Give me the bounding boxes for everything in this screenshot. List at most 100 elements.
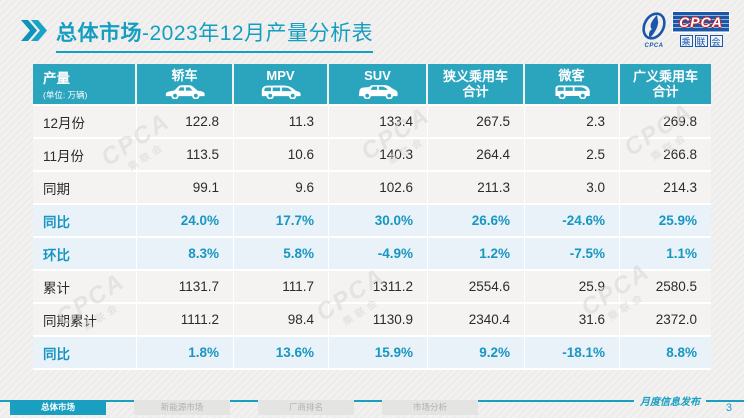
corner-title: 产量 [43,70,70,86]
tab-oem-ranking[interactable]: 厂商排名 [258,400,354,415]
table-cell: 267.5 [428,106,525,139]
cpca-logo-right: CPCA 乘 联 会 [672,11,730,47]
table-cell: 9.6 [234,172,329,205]
table-cell: 2.3 [525,106,620,139]
table-cell: -7.5% [525,238,620,271]
table-cell: -18.1% [525,337,620,370]
table-cell: 2372.0 [620,304,711,337]
table-cell: 2340.4 [428,304,525,337]
table-cell: 1.1% [620,238,711,271]
table-cell: 122.8 [137,106,234,139]
corner-unit: (单位: 万辆) [43,89,88,100]
table-row: 同比 1.8% 13.6% 15.9% 9.2% -18.1% 8.8% [33,337,711,370]
table-cell: 25.9% [620,205,711,238]
row-label: 累计 [33,271,137,304]
table-cell: 1311.2 [329,271,428,304]
footer-divider-right [706,399,744,402]
table-cell: 30.0% [329,205,428,238]
table-cell: -24.6% [525,205,620,238]
row-label: 同比 [33,205,137,238]
tab-nev-market[interactable]: 新能源市场 [134,400,230,415]
table-cell: 264.4 [428,139,525,172]
table-cell: 9.2% [428,337,525,370]
table-cell: 211.3 [428,172,525,205]
table-row: 累计 1131.7 111.7 1311.2 2554.6 25.9 2580.… [33,271,711,304]
table-cell: 31.6 [525,304,620,337]
table-cell: 113.5 [137,139,234,172]
row-label: 12月份 [33,106,137,139]
table-row: 同期累计 1111.2 98.4 1130.9 2340.4 31.6 2372… [33,304,711,337]
cpca-logo-box: CPCA [672,11,730,33]
page-title: 总体市场-2023年12月产量分析表 [56,17,374,53]
table-cell: 2.5 [525,139,620,172]
table-cell: 10.6 [234,139,329,172]
cpca-sub-char: 乘 [679,35,693,47]
table-cell: 269.8 [620,106,711,139]
corner-header: 产量 (单位: 万辆) [33,64,137,106]
row-label: 同比 [33,337,137,370]
cpca-sub-char: 联 [694,35,708,47]
table-cell: 2554.6 [428,271,525,304]
table-cell: 140.3 [329,139,428,172]
table-cell: 111.7 [234,271,329,304]
cpca-logo: CPCA CPCA 乘 联 会 [639,11,735,55]
table-cell: 1111.2 [137,304,234,337]
row-label: 同期累计 [33,304,137,337]
cpca-emblem-text: CPCA [644,43,664,49]
cpca-logo-subtitle: 乘 联 会 [672,35,730,47]
table-cell: 5.8% [234,238,329,271]
table-row: 11月份 113.5 10.6 140.3 264.4 2.5 266.8 [33,139,711,172]
table-cell: -4.9% [329,238,428,271]
table-row: 同期 99.1 9.6 102.6 211.3 3.0 214.3 [33,172,711,205]
table-header-row: 产量 (单位: 万辆) 轿车 MPV [33,64,711,106]
col-header-suv: SUV [329,64,428,106]
cpca-emblem-icon: CPCA [639,11,669,49]
table-cell: 99.1 [137,172,234,205]
table-cell: 98.4 [234,304,329,337]
table-row: 同比 24.0% 17.7% 30.0% 26.6% -24.6% 25.9% [33,205,711,238]
col-header-mpv: MPV [234,64,329,106]
page-number: 3 [725,402,732,414]
col-header-microvan: 微客 [525,64,620,106]
table-cell: 8.3% [137,238,234,271]
table-cell: 1130.9 [329,304,428,337]
cpca-sub-char: 会 [709,35,723,47]
page-title-rest: -2023年12月产量分析表 [142,22,374,45]
table-cell: 11.3 [234,106,329,139]
table-cell: 1.2% [428,238,525,271]
production-table: 产量 (单位: 万辆) 轿车 MPV [33,64,711,370]
microvan-icon [525,84,618,99]
row-label: 环比 [33,238,137,271]
table-row: 环比 8.3% 5.8% -4.9% 1.2% -7.5% 1.1% [33,238,711,271]
title-bar: 总体市场-2023年12月产量分析表 [20,17,374,53]
footer-tabs: 总体市场 新能源市场 厂商排名 市场分析 [10,400,478,415]
sedan-icon [137,84,232,99]
table-cell: 26.6% [428,205,525,238]
tab-overall-market[interactable]: 总体市场 [10,400,106,415]
table-cell: 2580.5 [620,271,711,304]
cpca-logo-text: CPCA [679,14,723,30]
page-title-section: 总体市场 [56,22,142,45]
col-header-sedan: 轿车 [137,64,234,106]
table-cell: 3.0 [525,172,620,205]
table-cell: 1131.7 [137,271,234,304]
row-label: 11月份 [33,139,137,172]
col-header-broad-total: 广义乘用车 合计 [620,64,711,106]
table-cell: 133.4 [329,106,428,139]
table-cell: 13.6% [234,337,329,370]
table-cell: 266.8 [620,139,711,172]
table-cell: 17.7% [234,205,329,238]
tab-market-analysis[interactable]: 市场分析 [382,400,478,415]
mpv-icon [234,84,327,99]
suv-icon [329,84,426,99]
table-cell: 8.8% [620,337,711,370]
table-cell: 25.9 [525,271,620,304]
col-header-narrow-total: 狭义乘用车 合计 [428,64,525,106]
footer-release-label: 月度信息发布 [640,397,700,408]
table-cell: 24.0% [137,205,234,238]
table-cell: 214.3 [620,172,711,205]
table-cell: 1.8% [137,337,234,370]
row-label: 同期 [33,172,137,205]
table-cell: 102.6 [329,172,428,205]
